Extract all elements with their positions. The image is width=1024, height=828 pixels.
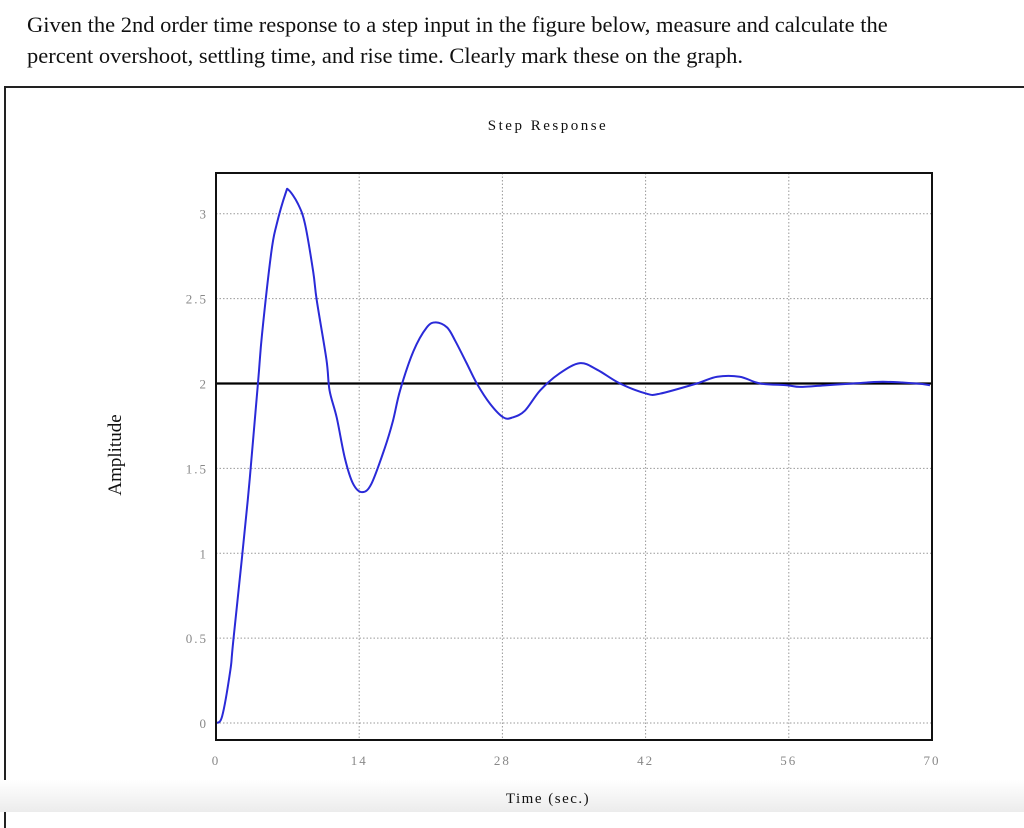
- figure-frame: [4, 86, 1024, 828]
- y-tick-label: 0: [200, 716, 209, 731]
- x-tick-label: 70: [924, 753, 941, 768]
- x-tick-label: 28: [494, 753, 511, 768]
- y-tick-label: 1: [200, 546, 209, 561]
- x-tick-label: 42: [637, 753, 654, 768]
- y-tick-label: 3: [200, 207, 209, 222]
- y-tick-label: 0.5: [186, 631, 208, 646]
- y-tick-label: 1.5: [186, 461, 208, 476]
- x-tick-label: 56: [780, 753, 797, 768]
- y-tick-label: 2: [200, 377, 209, 392]
- question-line-1: Given the 2nd order time response to a s…: [27, 12, 888, 37]
- question-line-2: percent overshoot, settling time, and ri…: [27, 43, 744, 68]
- x-tick-label: 14: [351, 753, 368, 768]
- y-axis-label: Amplitude: [105, 414, 126, 495]
- plot-area-border: [215, 172, 933, 741]
- y-tick-label: 2.5: [186, 292, 208, 307]
- x-tick-label: 0: [212, 753, 221, 768]
- chart-title: Step Response: [488, 118, 608, 134]
- step-response-curve: [215, 187, 931, 724]
- bottom-fade: [0, 780, 1024, 812]
- x-axis-label: Time (sec.): [506, 791, 590, 807]
